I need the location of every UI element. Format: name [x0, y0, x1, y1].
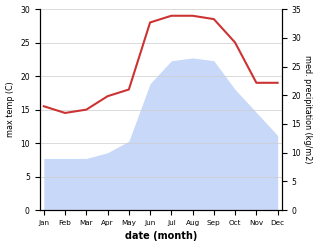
- Y-axis label: max temp (C): max temp (C): [5, 82, 15, 138]
- Y-axis label: med. precipitation (kg/m2): med. precipitation (kg/m2): [303, 55, 313, 164]
- X-axis label: date (month): date (month): [125, 231, 197, 242]
